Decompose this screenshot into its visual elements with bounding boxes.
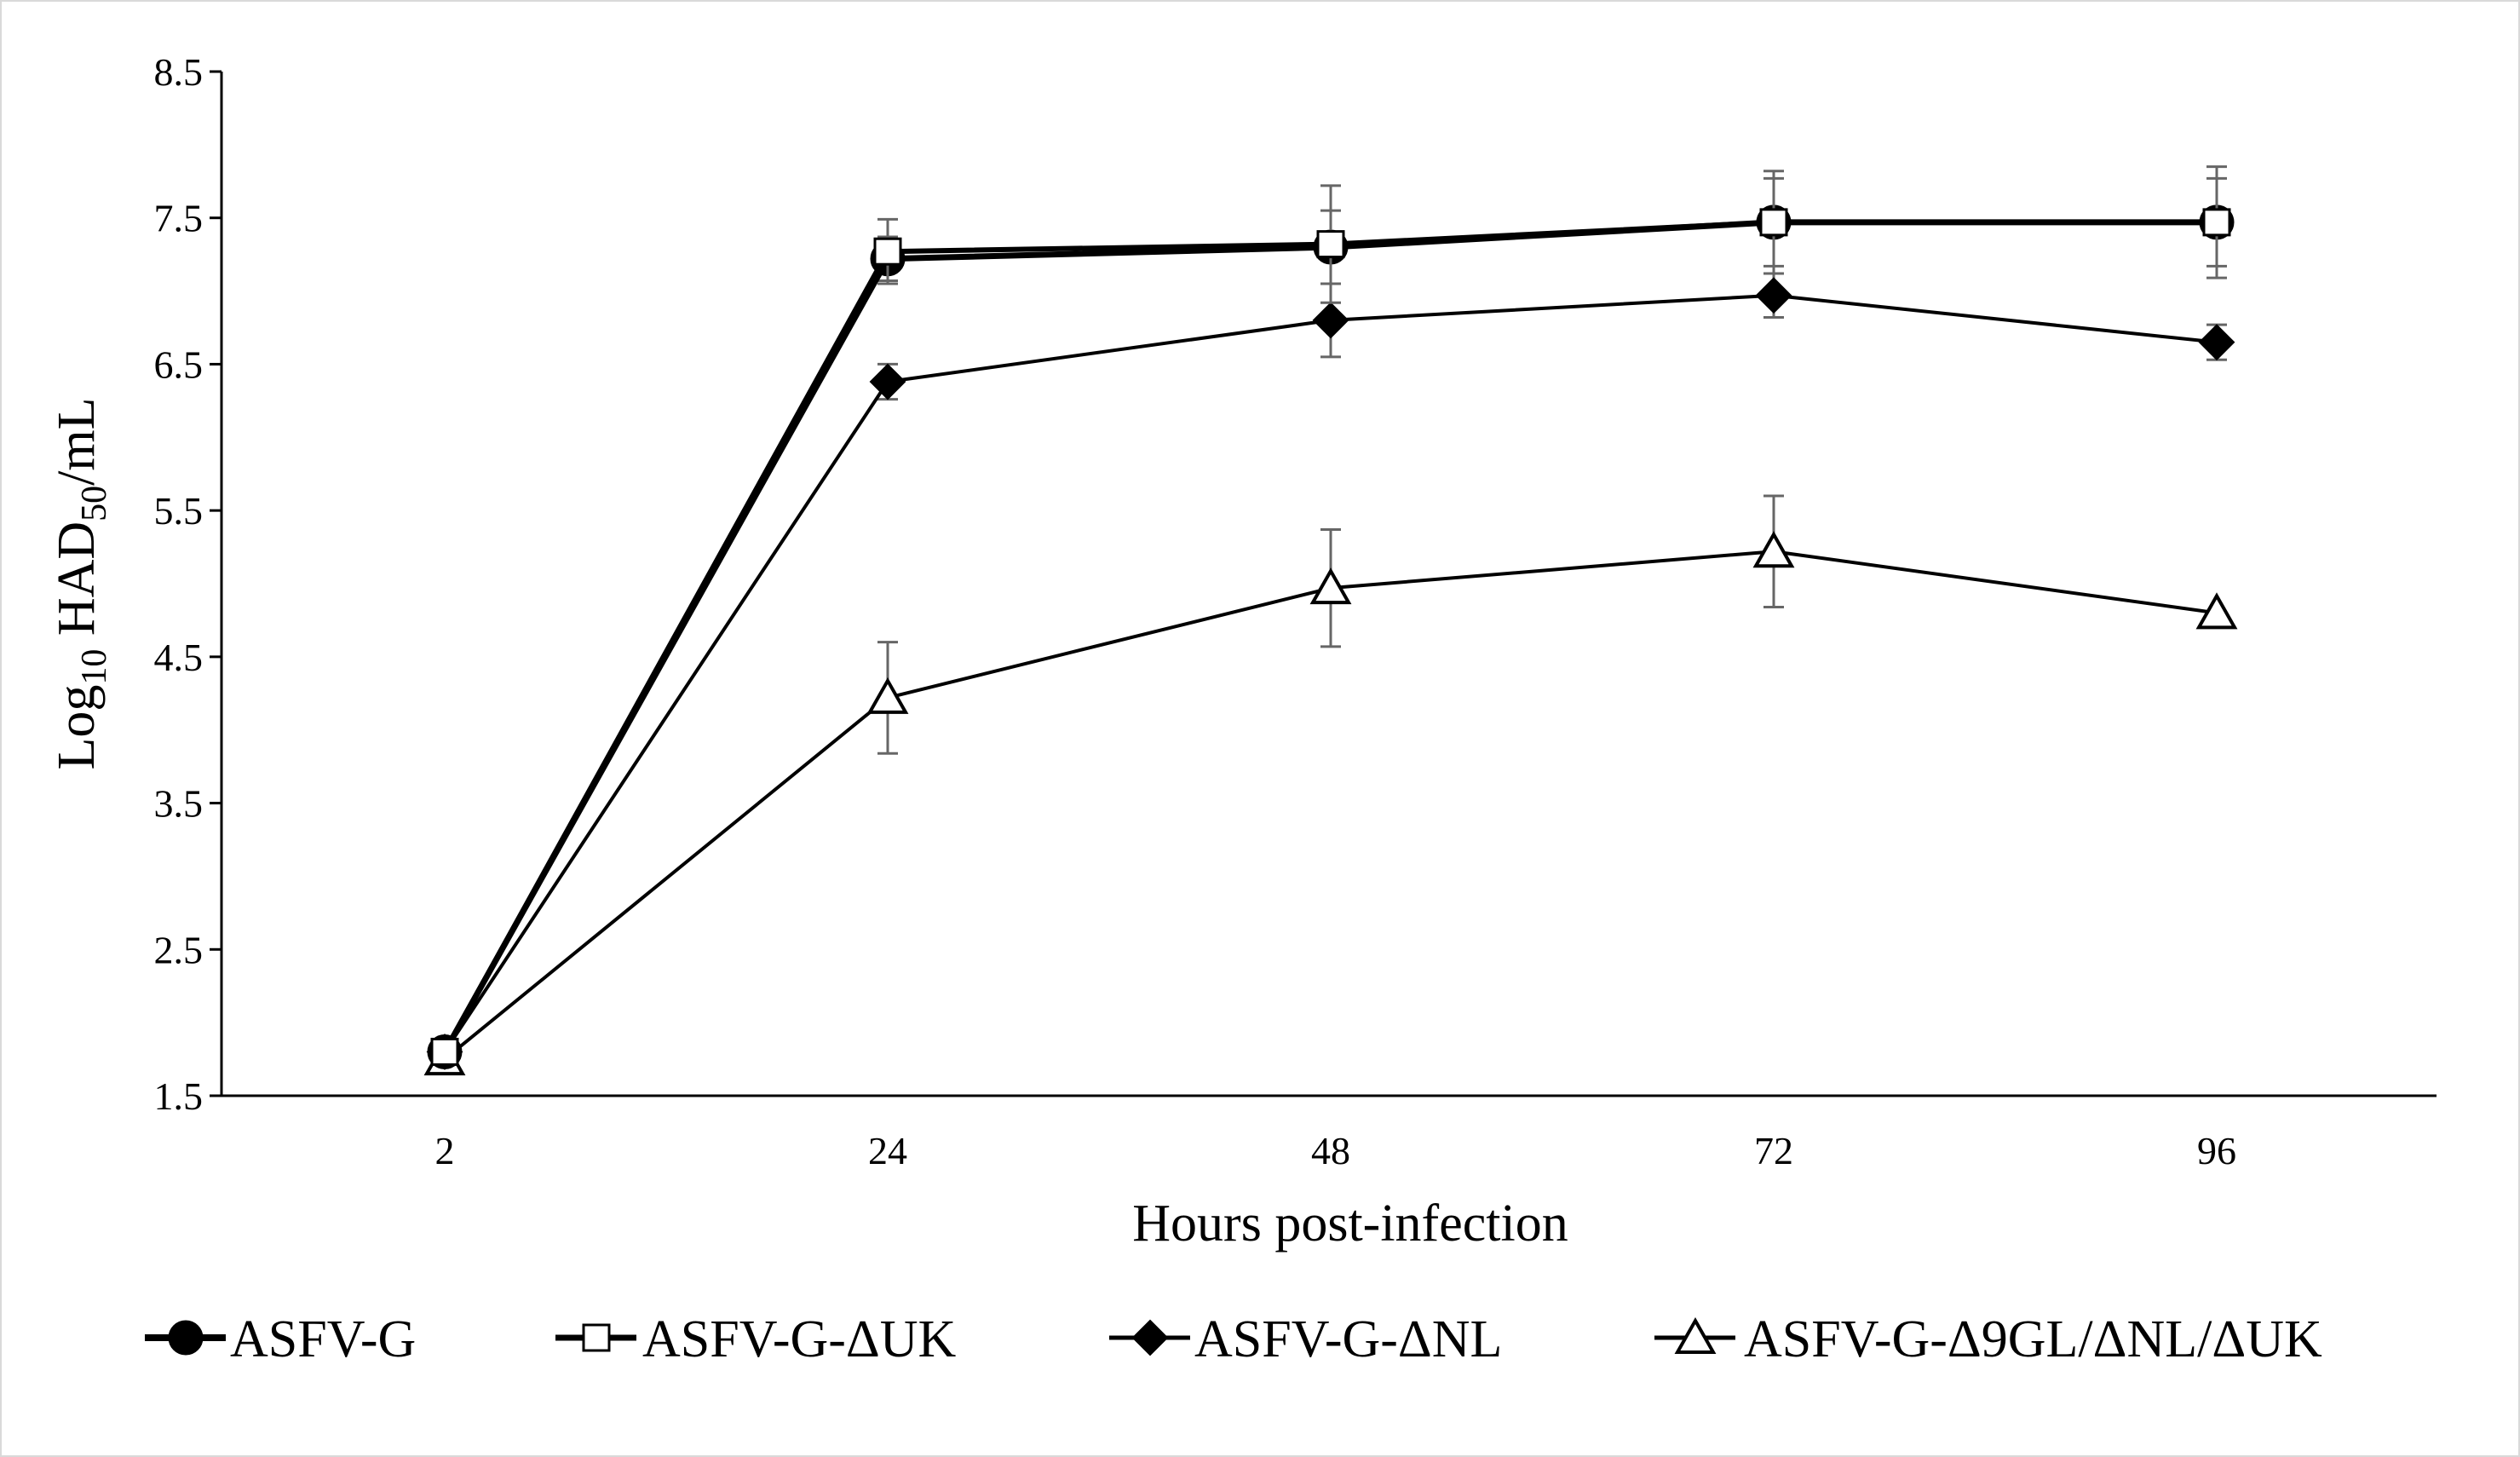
x-tick-label: 2	[435, 1129, 455, 1172]
legend-marker	[582, 1323, 611, 1352]
data-point	[2195, 592, 2238, 630]
y-tick-label: 2.5	[154, 928, 204, 971]
x-tick-label: 48	[1311, 1129, 1350, 1172]
y-tick-label: 1.5	[154, 1074, 204, 1118]
y-tick-label: 3.5	[154, 782, 204, 826]
data-point	[1759, 208, 1788, 237]
legend-item-2: ASFV-G-ΔNL	[1109, 1310, 1502, 1368]
y-axis-ticks: 1.5 2.5 3.5 4.5 5.5 6.5 7.5 8.5	[154, 50, 222, 1118]
data-point	[873, 237, 902, 266]
y-axis-title-log: Log	[48, 685, 106, 770]
legend-marker	[168, 1320, 204, 1356]
legend-marker	[1674, 1316, 1717, 1354]
y-axis-title-sub-50: 50	[75, 486, 114, 521]
legend: ASFV-G ASFV-G-ΔUK ASFV-G-ΔNL ASFV-G-Δ9GL/ΔN…	[145, 1310, 2322, 1368]
data-point	[869, 363, 906, 400]
y-axis-title-unit: /mL	[48, 397, 106, 485]
y-axis-title-had: HAD	[48, 521, 106, 649]
legend-label: ASFV-G	[230, 1310, 416, 1368]
x-axis-title: Hours post-infection	[1132, 1195, 1568, 1253]
legend-item-0: ASFV-G	[145, 1310, 416, 1368]
x-tick-label: 96	[2197, 1129, 2236, 1172]
data-point	[1312, 302, 1349, 339]
legend-item-3: ASFV-G-Δ9GL/ΔNL/ΔUK	[1654, 1310, 2322, 1368]
data-point	[430, 1037, 459, 1066]
series-line	[443, 293, 2218, 1053]
y-tick-label: 4.5	[154, 636, 204, 679]
x-axis-ticks: 2 24 48 72 96	[435, 1129, 2237, 1172]
series-layer	[423, 165, 2238, 1076]
data-point	[1316, 230, 1345, 259]
series-1	[430, 170, 2231, 1066]
data-point	[1752, 531, 1795, 568]
data-point	[1309, 567, 1352, 605]
data-point	[2198, 324, 2235, 361]
legend-label: ASFV-G-ΔUK	[642, 1310, 957, 1368]
legend-marker	[1131, 1319, 1169, 1356]
data-point	[1755, 277, 1792, 314]
series-3	[423, 494, 2238, 1076]
y-tick-label: 6.5	[154, 343, 204, 386]
legend-item-1: ASFV-G-ΔUK	[555, 1310, 957, 1368]
y-tick-label: 8.5	[154, 50, 204, 94]
data-point	[2202, 208, 2231, 237]
y-axis-title-sub-10: 10	[75, 649, 114, 685]
y-tick-label: 5.5	[154, 489, 204, 533]
y-tick-label: 7.5	[154, 197, 204, 240]
data-point	[866, 677, 909, 714]
legend-label: ASFV-G-Δ9GL/ΔNL/ΔUK	[1744, 1310, 2322, 1368]
x-tick-label: 72	[1754, 1129, 1793, 1172]
y-axis-title: Log10 HAD50/mL	[48, 397, 114, 769]
series-2	[426, 272, 2235, 1070]
x-tick-label: 24	[868, 1129, 907, 1172]
legend-label: ASFV-G-ΔNL	[1194, 1310, 1502, 1368]
